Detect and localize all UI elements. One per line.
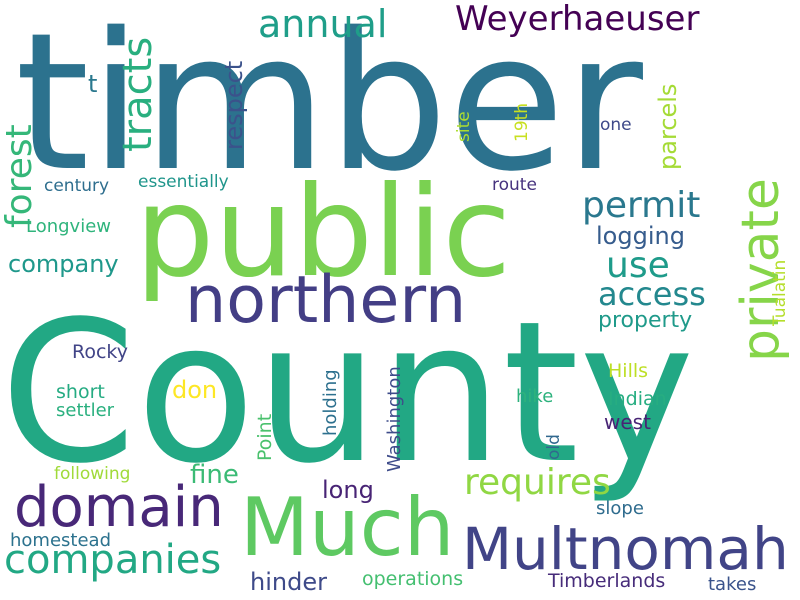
word-rocky: Rocky <box>72 341 128 363</box>
word-essentially: essentially <box>138 172 229 192</box>
word-operations: operations <box>362 568 464 590</box>
word-route: route <box>492 175 537 195</box>
word-site: site <box>454 111 474 142</box>
word-use: use <box>606 245 670 286</box>
word-hills: Hills <box>608 360 649 382</box>
word-weyerhaeuser: Weyerhaeuser <box>455 0 700 39</box>
word-settler: settler <box>56 400 115 421</box>
word-19th: 19th <box>512 102 532 142</box>
word-public: public <box>135 160 512 305</box>
word-northern: northern <box>185 263 467 338</box>
word-washington: Washington <box>384 366 405 472</box>
word-t: t <box>88 70 98 98</box>
word-tualatin: Tualatin <box>770 259 790 326</box>
word-short: short <box>56 381 105 403</box>
word-companies: companies <box>4 537 222 583</box>
word-requires: requires <box>464 462 611 503</box>
word-old: old <box>544 434 564 460</box>
word-tracts: tracts <box>115 36 161 152</box>
word-hike: hike <box>516 386 554 407</box>
word-permit: permit <box>582 185 701 226</box>
word-forest: forest <box>0 124 40 228</box>
word-one: one <box>600 115 632 135</box>
word-domain: domain <box>14 475 224 540</box>
word-following: following <box>54 464 131 484</box>
word-fine: fine <box>190 460 239 490</box>
word-longview: Longview <box>26 216 112 237</box>
word-century: century <box>44 176 110 196</box>
word-parcels: parcels <box>654 83 682 170</box>
word-long: long <box>322 476 374 504</box>
word-company: company <box>8 250 119 278</box>
word-timber: timber <box>15 0 643 213</box>
word-respect: respect <box>220 60 248 150</box>
word-hinder: hinder <box>250 568 327 596</box>
word-homestead: homestead <box>10 530 111 551</box>
word-west: west <box>604 410 651 434</box>
word-indian: Indian <box>608 388 667 410</box>
word-property: property <box>598 308 693 333</box>
word-logging: logging <box>596 222 685 250</box>
word-don: don <box>172 376 218 404</box>
word-takes: takes <box>708 574 757 595</box>
word-access: access <box>598 275 706 313</box>
word-annual: annual <box>258 2 388 46</box>
word-county: County <box>0 279 695 506</box>
word-slope: slope <box>596 498 644 519</box>
word-holding: holding <box>320 369 341 436</box>
word-multnomah: Multnomah <box>462 515 789 583</box>
word-point: Point <box>254 413 276 461</box>
word-timberlands: Timberlands <box>548 570 666 592</box>
word-much: Much <box>240 481 455 574</box>
